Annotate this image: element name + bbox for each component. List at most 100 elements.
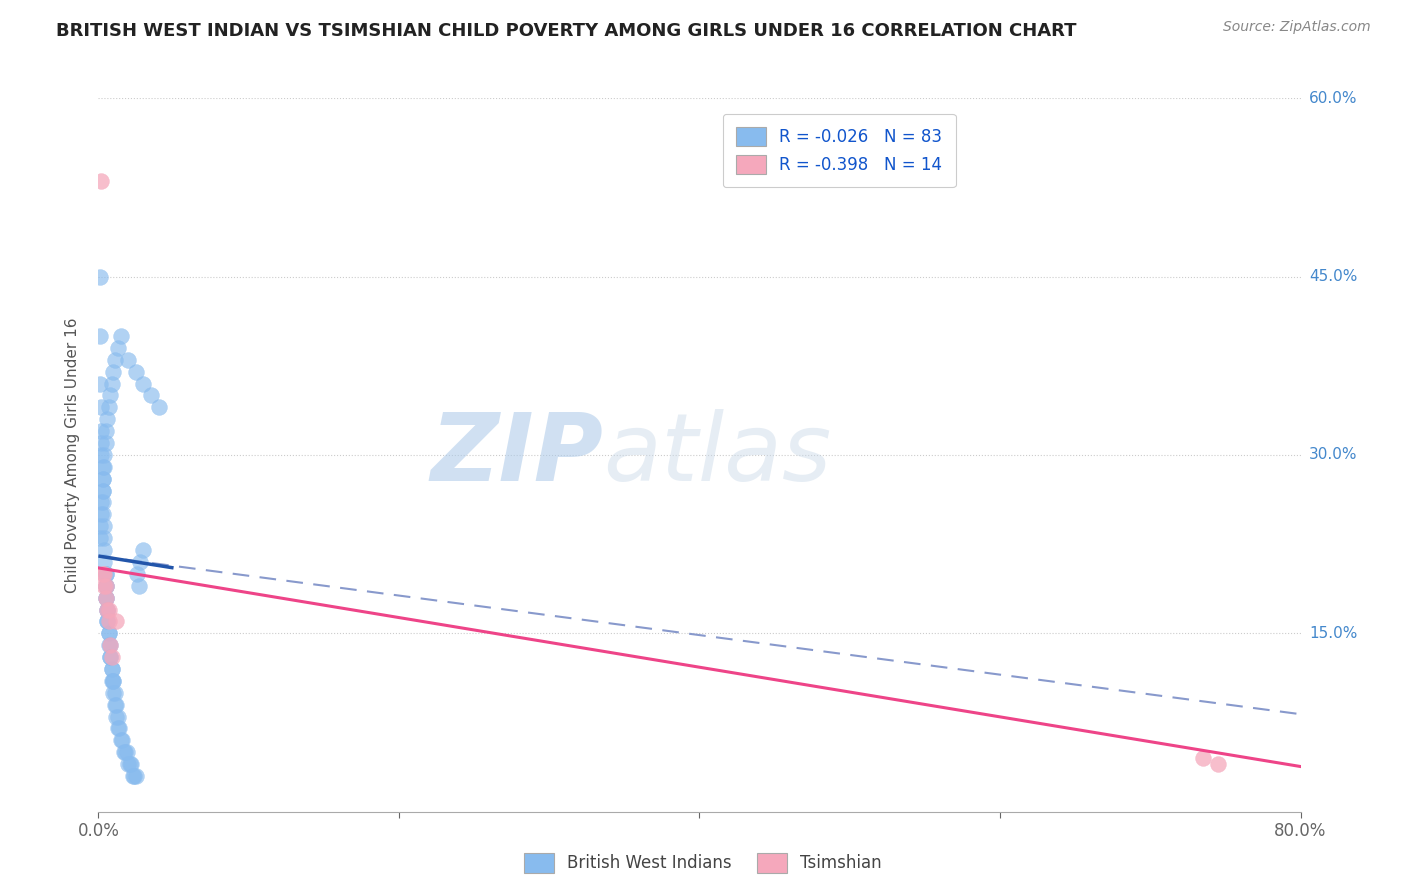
Point — [100, 650, 122, 665]
Point — [105, 709, 128, 723]
Point — [132, 376, 155, 391]
Text: 30.0%: 30.0% — [1309, 448, 1357, 462]
Point — [90, 495, 112, 509]
Point — [97, 638, 120, 652]
Point — [93, 448, 115, 462]
Point — [93, 519, 115, 533]
Point — [104, 686, 127, 700]
Point — [129, 555, 152, 569]
Legend: R = -0.026   N = 83, R = -0.398   N = 14: R = -0.026 N = 83, R = -0.398 N = 14 — [723, 113, 956, 187]
Point — [124, 769, 146, 783]
Point — [93, 531, 115, 545]
Point — [101, 662, 124, 676]
Point — [110, 329, 132, 343]
Point — [97, 401, 120, 415]
Point — [89, 269, 111, 284]
Point — [97, 615, 120, 629]
Point — [90, 448, 112, 462]
Point — [89, 376, 111, 391]
Point — [93, 555, 115, 569]
Point — [104, 352, 127, 367]
Point — [107, 722, 129, 736]
Point — [90, 424, 112, 438]
Point — [107, 709, 129, 723]
Point — [97, 626, 120, 640]
Point — [100, 638, 122, 652]
Point — [105, 615, 128, 629]
Point — [1192, 751, 1215, 765]
Point — [93, 579, 115, 593]
Point — [96, 602, 118, 616]
Point — [96, 615, 118, 629]
Point — [93, 543, 115, 558]
Point — [125, 365, 148, 379]
Point — [96, 615, 118, 629]
Point — [94, 436, 117, 450]
Point — [97, 626, 120, 640]
Point — [97, 602, 120, 616]
Point — [127, 566, 149, 581]
Point — [101, 673, 124, 688]
Point — [121, 757, 143, 772]
Point — [100, 388, 122, 402]
Point — [139, 388, 162, 402]
Point — [117, 352, 139, 367]
Point — [103, 686, 125, 700]
Point — [90, 401, 112, 415]
Point — [111, 733, 134, 747]
Point — [96, 602, 118, 616]
Text: 45.0%: 45.0% — [1309, 269, 1357, 284]
Point — [94, 591, 117, 605]
Point — [90, 436, 112, 450]
Point — [89, 519, 111, 533]
Point — [100, 638, 122, 652]
Point — [108, 722, 131, 736]
Text: 60.0%: 60.0% — [1309, 91, 1357, 105]
Point — [114, 745, 136, 759]
Point — [94, 591, 117, 605]
Point — [100, 650, 122, 665]
Text: Source: ZipAtlas.com: Source: ZipAtlas.com — [1223, 20, 1371, 34]
Point — [96, 602, 118, 616]
Point — [103, 673, 125, 688]
Point — [112, 745, 135, 759]
Point — [104, 698, 127, 712]
Point — [91, 508, 114, 522]
Point — [94, 579, 117, 593]
Point — [91, 483, 114, 498]
Legend: British West Indians, Tsimshian: British West Indians, Tsimshian — [517, 847, 889, 880]
Point — [103, 673, 125, 688]
Text: atlas: atlas — [603, 409, 831, 500]
Point — [122, 769, 145, 783]
Point — [94, 566, 117, 581]
Point — [91, 459, 114, 474]
Text: BRITISH WEST INDIAN VS TSIMSHIAN CHILD POVERTY AMONG GIRLS UNDER 16 CORRELATION : BRITISH WEST INDIAN VS TSIMSHIAN CHILD P… — [56, 22, 1077, 40]
Point — [125, 769, 148, 783]
Point — [101, 650, 124, 665]
Point — [118, 757, 141, 772]
Y-axis label: Child Poverty Among Girls Under 16: Child Poverty Among Girls Under 16 — [65, 318, 80, 592]
Text: 15.0%: 15.0% — [1309, 626, 1357, 640]
Point — [91, 566, 114, 581]
Point — [101, 376, 124, 391]
Point — [1206, 757, 1229, 772]
Point — [90, 174, 112, 188]
Point — [103, 365, 125, 379]
Point — [148, 401, 170, 415]
Point — [101, 662, 124, 676]
Point — [89, 531, 111, 545]
Point — [132, 543, 155, 558]
Point — [117, 757, 139, 772]
Point — [91, 495, 114, 509]
Point — [91, 472, 114, 486]
Point — [90, 508, 112, 522]
Point — [115, 745, 138, 759]
Point — [128, 579, 150, 593]
Point — [110, 733, 132, 747]
Point — [94, 579, 117, 593]
Point — [105, 698, 128, 712]
Point — [93, 459, 115, 474]
Point — [91, 472, 114, 486]
Point — [94, 591, 117, 605]
Point — [96, 412, 118, 426]
